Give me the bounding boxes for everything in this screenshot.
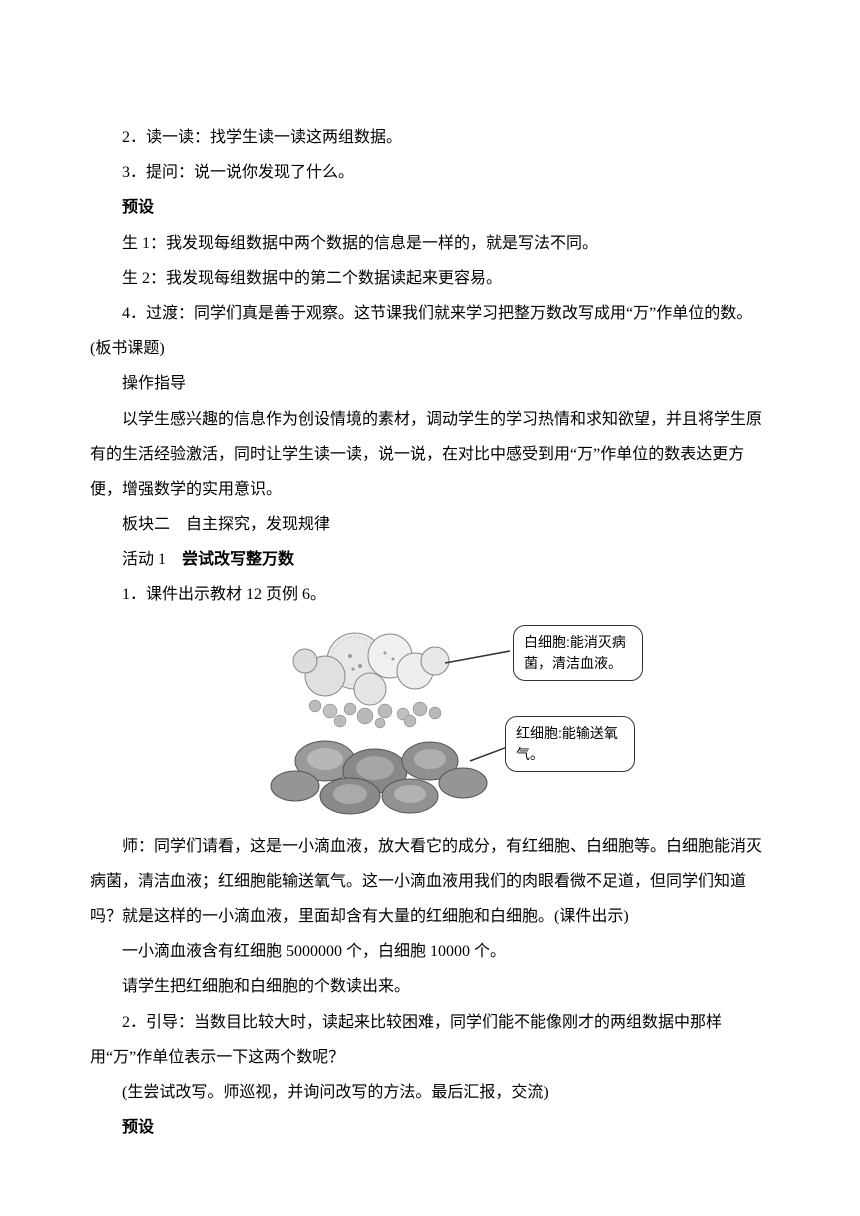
blood-diagram: 白细胞:能消灭病菌，清洁血液。 红细胞:能输送氧气。 [205, 621, 655, 821]
heading-preset-2: 预设 [90, 1110, 770, 1145]
bubble-red-cell: 红细胞:能输送氧气。 [505, 716, 635, 772]
pointer-line-white [445, 651, 510, 663]
activity-title: 尝试改写整万数 [182, 551, 294, 568]
red-cells-group [271, 741, 487, 814]
activity-prefix: 活动 1 [122, 551, 182, 568]
paragraph-guide-question: 2．引导：当数目比较大时，读起来比较困难，同学们能不能像刚才的两组数据中那样用“… [90, 1005, 770, 1075]
heading-preset: 预设 [90, 190, 770, 225]
section-heading: 板块二 自主探究，发现规律 [90, 507, 770, 542]
paragraph-student2: 生 2：我发现每组数据中的第二个数据读起来更容易。 [90, 261, 770, 296]
pointer-line-red [470, 746, 510, 761]
paragraph-question: 3．提问：说一说你发现了什么。 [90, 155, 770, 190]
paragraph-example-ref: 1．课件出示教材 12 页例 6。 [90, 577, 770, 612]
paragraph-blood-data: 一小滴血液含有红细胞 5000000 个，白细胞 10000 个。 [90, 934, 770, 969]
activity-heading: 活动 1 尝试改写整万数 [90, 542, 770, 577]
paragraph-guide-content: 以学生感兴趣的信息作为创设情境的素材，调动学生的学习热情和求知欲望，并且将学生原… [90, 402, 770, 508]
paragraph-activity-note: (生尝试改写。师巡视，并询问改写的方法。最后汇报，交流) [90, 1075, 770, 1110]
blood-diagram-container: 白细胞:能消灭病菌，清洁血液。 红细胞:能输送氧气。 [90, 621, 770, 821]
white-cells-group [293, 633, 449, 705]
paragraph-read: 2．读一读：找学生读一读这两组数据。 [90, 120, 770, 155]
bubble-white-cell: 白细胞:能消灭病菌，清洁血液。 [513, 625, 643, 681]
paragraph-guide-heading: 操作指导 [90, 366, 770, 401]
paragraph-transition: 4．过渡：同学们真是善于观察。这节课我们就来学习把整万数改写成用“万”作单位的数… [90, 296, 770, 366]
paragraph-student1: 生 1：我发现每组数据中两个数据的信息是一样的，就是写法不同。 [90, 226, 770, 261]
paragraph-read-numbers: 请学生把红细胞和白细胞的个数读出来。 [90, 969, 770, 1004]
paragraph-teacher-intro: 师：同学们请看，这是一小滴血液，放大看它的成分，有红细胞、白细胞等。白细胞能消灭… [90, 829, 770, 935]
